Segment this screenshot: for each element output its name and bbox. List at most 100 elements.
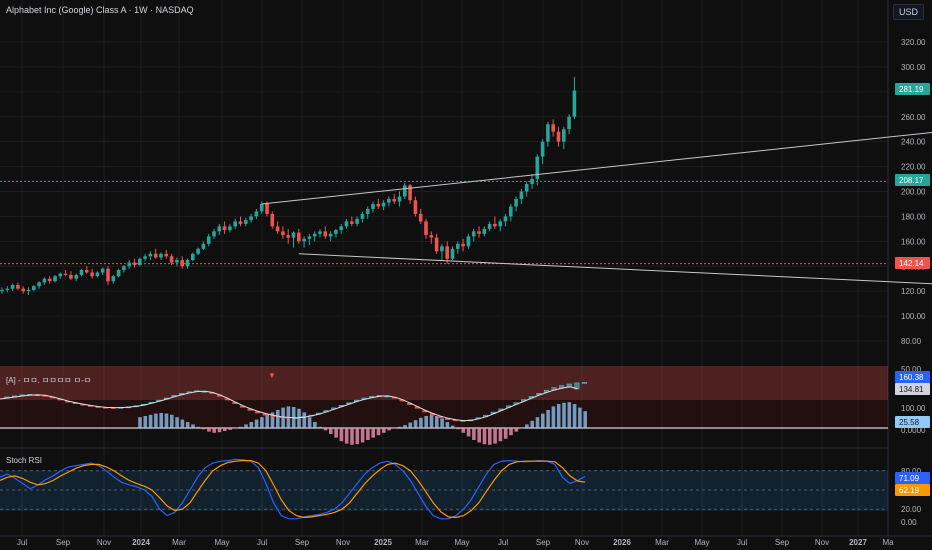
candle[interactable] xyxy=(265,203,269,214)
candle[interactable] xyxy=(318,231,322,234)
candle[interactable] xyxy=(63,273,68,275)
candle[interactable] xyxy=(440,246,444,252)
candle[interactable] xyxy=(562,129,566,142)
candle[interactable] xyxy=(477,231,481,234)
candle[interactable] xyxy=(403,185,407,197)
candle[interactable] xyxy=(567,116,571,130)
candle[interactable] xyxy=(180,260,184,267)
candle[interactable] xyxy=(5,288,10,290)
candle[interactable] xyxy=(540,141,545,157)
candle[interactable] xyxy=(482,228,487,234)
candle[interactable] xyxy=(143,256,147,259)
candle[interactable] xyxy=(551,124,555,132)
candle[interactable] xyxy=(344,221,349,227)
candle[interactable] xyxy=(212,231,216,237)
candle[interactable] xyxy=(196,248,200,254)
candle[interactable] xyxy=(201,243,206,249)
candle[interactable] xyxy=(74,274,78,279)
symbol-title[interactable]: Alphabet Inc (Google) Class A · 1W · NAS… xyxy=(6,5,194,15)
candle[interactable] xyxy=(297,232,301,242)
candle[interactable] xyxy=(132,262,137,266)
candle[interactable] xyxy=(312,233,317,237)
candle[interactable] xyxy=(376,203,381,207)
candle[interactable] xyxy=(79,269,84,275)
candle[interactable] xyxy=(122,266,126,270)
candle[interactable] xyxy=(254,211,259,217)
candle[interactable] xyxy=(334,230,338,234)
candle[interactable] xyxy=(138,258,142,266)
candle[interactable] xyxy=(408,185,412,201)
stoch-line-k[interactable] xyxy=(0,458,586,520)
candle[interactable] xyxy=(535,156,540,180)
candle[interactable] xyxy=(0,289,4,292)
candle[interactable] xyxy=(546,124,550,142)
candle[interactable] xyxy=(471,231,476,237)
candle[interactable] xyxy=(381,202,386,207)
candle[interactable] xyxy=(424,221,428,236)
candle[interactable] xyxy=(493,223,497,227)
candle[interactable] xyxy=(514,198,518,207)
candle[interactable] xyxy=(355,218,359,224)
candle[interactable] xyxy=(16,284,20,289)
candle[interactable] xyxy=(185,260,190,267)
candle[interactable] xyxy=(169,256,174,263)
macd-indicator[interactable]: ▼ xyxy=(0,371,888,445)
macd-indicator-label[interactable]: [A] - ㅁㅁ. ㅁㅁㅁㅁ ㅁ-ㅁ xyxy=(6,376,92,385)
stoch-rsi-label[interactable]: Stoch RSI xyxy=(6,456,43,465)
candle[interactable] xyxy=(159,253,163,258)
candle[interactable] xyxy=(392,198,396,202)
candle[interactable] xyxy=(509,206,513,217)
trendline[interactable] xyxy=(298,253,932,285)
candle[interactable] xyxy=(291,232,296,238)
candle[interactable] xyxy=(307,236,312,239)
candle[interactable] xyxy=(302,238,306,242)
trendlines[interactable] xyxy=(261,124,932,285)
candle[interactable] xyxy=(222,226,227,231)
trendline[interactable] xyxy=(261,124,932,205)
candle[interactable] xyxy=(429,235,434,238)
candle[interactable] xyxy=(519,191,524,199)
candle[interactable] xyxy=(85,269,89,273)
candle[interactable] xyxy=(450,248,455,259)
candle[interactable] xyxy=(100,268,105,273)
candle[interactable] xyxy=(259,203,264,212)
candle[interactable] xyxy=(42,278,47,283)
candle[interactable] xyxy=(32,286,36,290)
candle[interactable] xyxy=(10,284,15,289)
candle[interactable] xyxy=(69,274,73,279)
candle[interactable] xyxy=(572,90,577,117)
candle[interactable] xyxy=(153,253,158,258)
candle[interactable] xyxy=(286,235,290,238)
candles[interactable] xyxy=(0,76,577,295)
candle[interactable] xyxy=(524,184,529,192)
candle[interactable] xyxy=(90,272,94,277)
candle[interactable] xyxy=(270,213,275,227)
candle[interactable] xyxy=(37,282,41,287)
candle[interactable] xyxy=(281,231,285,236)
stoch-line-d[interactable] xyxy=(0,460,586,519)
candle[interactable] xyxy=(461,243,465,247)
candle[interactable] xyxy=(456,243,460,249)
candle[interactable] xyxy=(148,253,153,257)
candle[interactable] xyxy=(339,226,343,231)
candle[interactable] xyxy=(47,278,52,282)
candle[interactable] xyxy=(111,276,116,282)
candle[interactable] xyxy=(238,221,243,224)
candle[interactable] xyxy=(365,208,370,214)
candle[interactable] xyxy=(371,203,375,209)
candle[interactable] xyxy=(26,289,31,292)
candle[interactable] xyxy=(106,268,110,282)
candle[interactable] xyxy=(323,231,328,237)
candle[interactable] xyxy=(58,273,63,277)
candle[interactable] xyxy=(233,221,237,227)
stoch-rsi-indicator[interactable] xyxy=(0,458,888,520)
candle[interactable] xyxy=(21,288,25,292)
candle[interactable] xyxy=(445,246,449,259)
candle[interactable] xyxy=(498,221,502,227)
candle[interactable] xyxy=(387,198,391,203)
candle[interactable] xyxy=(360,213,365,219)
candle[interactable] xyxy=(487,223,492,229)
candle[interactable] xyxy=(275,226,280,232)
candle[interactable] xyxy=(503,216,508,222)
candle[interactable] xyxy=(217,226,222,232)
